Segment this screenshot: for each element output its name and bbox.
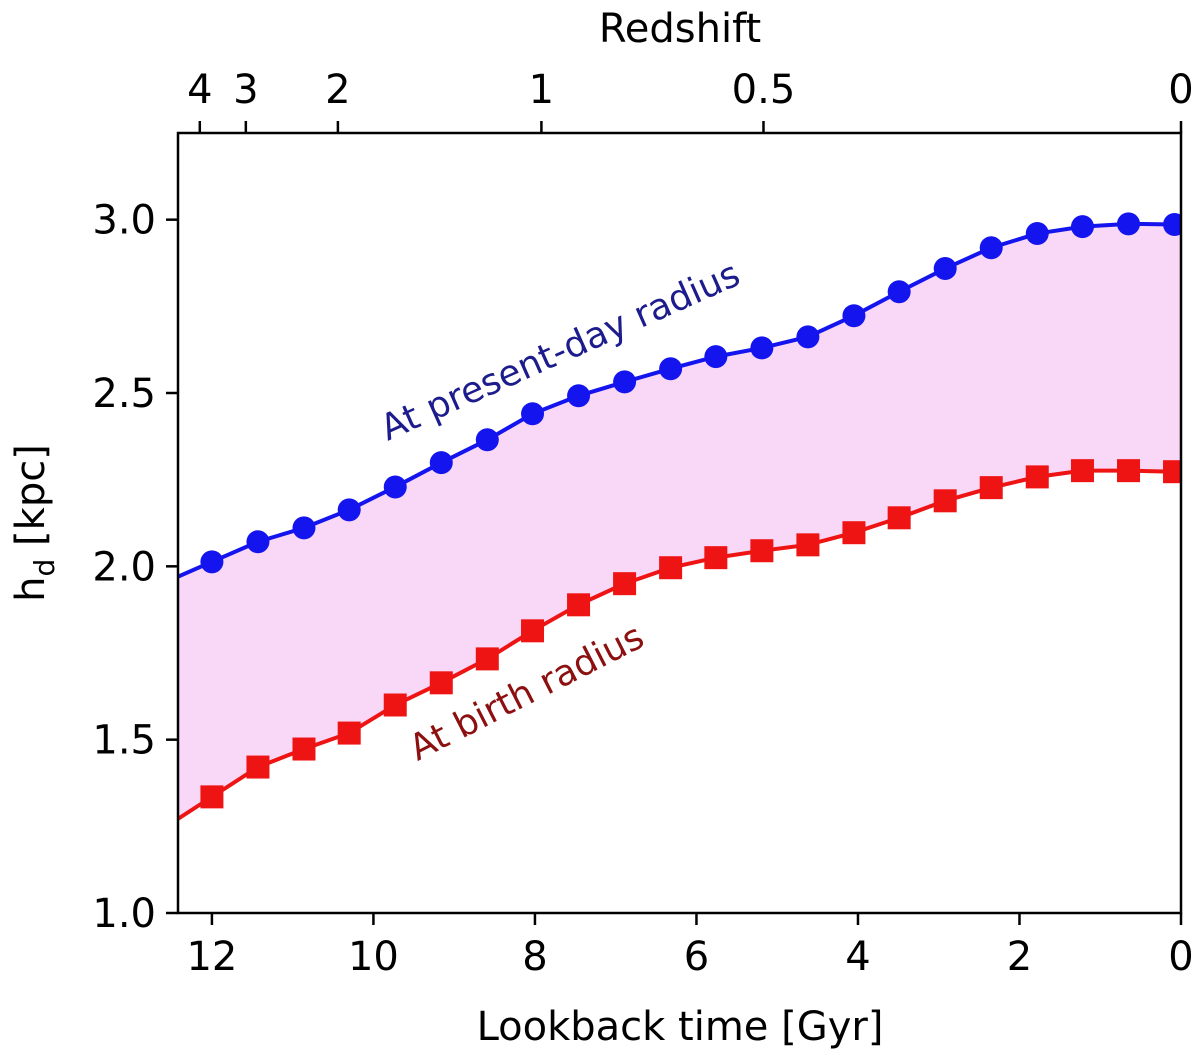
point xyxy=(383,693,407,717)
point xyxy=(383,475,407,499)
point xyxy=(475,428,499,452)
x-tick-label: 12 xyxy=(186,934,237,980)
point xyxy=(292,737,316,761)
point xyxy=(1163,460,1181,484)
x-tick-label: 8 xyxy=(522,934,547,980)
point xyxy=(796,325,820,349)
point xyxy=(200,550,224,574)
x2-tick-label: 0 xyxy=(1168,67,1193,113)
point xyxy=(246,755,270,779)
y-label-base: h xyxy=(8,576,54,601)
y-label-unit: [kpc] xyxy=(8,444,54,546)
plot-frame xyxy=(176,131,1183,915)
y-label-sub: d xyxy=(28,559,61,577)
x2-tick-label: 3 xyxy=(233,67,258,113)
point xyxy=(429,451,453,475)
point xyxy=(933,257,957,281)
point xyxy=(1070,215,1094,239)
x2-tick-label: 2 xyxy=(325,67,350,113)
point xyxy=(750,539,774,563)
x-tick-label: 0 xyxy=(1168,934,1193,980)
point xyxy=(200,785,224,809)
x2-tick-label: 0.5 xyxy=(732,67,796,113)
point xyxy=(1117,212,1141,236)
x2-tick-label: 1 xyxy=(529,67,554,113)
point xyxy=(887,506,911,530)
point xyxy=(842,304,866,328)
series-line xyxy=(211,221,1175,564)
point xyxy=(475,647,499,671)
point xyxy=(933,489,957,513)
y-tick-label: 1.0 xyxy=(92,891,156,937)
x-axis-label: Lookback time [Gyr] xyxy=(477,1004,884,1050)
point xyxy=(979,476,1003,500)
point xyxy=(1117,459,1141,483)
point xyxy=(704,546,728,570)
point xyxy=(429,671,453,695)
point xyxy=(887,280,911,304)
x-tick-label: 2 xyxy=(1007,934,1032,980)
point xyxy=(796,533,820,557)
y-tick-label: 1.5 xyxy=(92,718,156,764)
point xyxy=(521,619,545,643)
fill-between xyxy=(178,223,1181,819)
point xyxy=(704,345,728,369)
point xyxy=(1163,213,1181,237)
point xyxy=(1025,465,1049,489)
point xyxy=(567,593,591,617)
point xyxy=(292,516,316,540)
x2-axis-label: Redshift xyxy=(599,6,761,52)
y-tick-label: 3.0 xyxy=(92,198,156,244)
point xyxy=(1070,459,1094,483)
y-tick-label: 2.0 xyxy=(92,544,156,590)
x2-tick-label: 4 xyxy=(187,67,212,113)
point xyxy=(613,370,637,394)
point xyxy=(246,530,270,554)
y-label-space xyxy=(8,546,54,559)
y-axis-label: hd [kpc] xyxy=(8,444,61,602)
x-tick-label: 6 xyxy=(684,934,709,980)
point xyxy=(659,357,683,381)
y-tick-label: 2.5 xyxy=(92,371,156,417)
point xyxy=(337,498,361,522)
point xyxy=(337,721,361,745)
point xyxy=(521,402,545,426)
point xyxy=(659,556,683,580)
point xyxy=(1025,222,1049,246)
x-tick-label: 10 xyxy=(348,934,399,980)
plot-area xyxy=(178,212,1181,821)
point xyxy=(613,572,637,596)
series-line xyxy=(210,468,1175,799)
point xyxy=(979,236,1003,260)
point xyxy=(842,521,866,545)
point xyxy=(750,336,774,360)
point xyxy=(567,384,591,408)
x-tick-label: 4 xyxy=(845,934,870,980)
